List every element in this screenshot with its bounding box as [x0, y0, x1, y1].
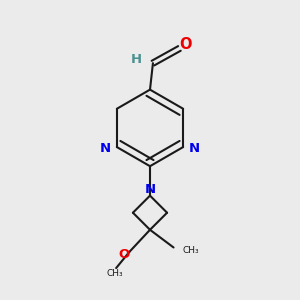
Text: N: N: [100, 142, 111, 155]
Text: CH₃: CH₃: [106, 269, 123, 278]
Text: CH₃: CH₃: [182, 246, 199, 255]
Text: N: N: [189, 142, 200, 155]
Text: H: H: [131, 53, 142, 66]
Text: O: O: [180, 38, 192, 52]
Text: N: N: [144, 183, 156, 196]
Text: O: O: [118, 248, 130, 261]
